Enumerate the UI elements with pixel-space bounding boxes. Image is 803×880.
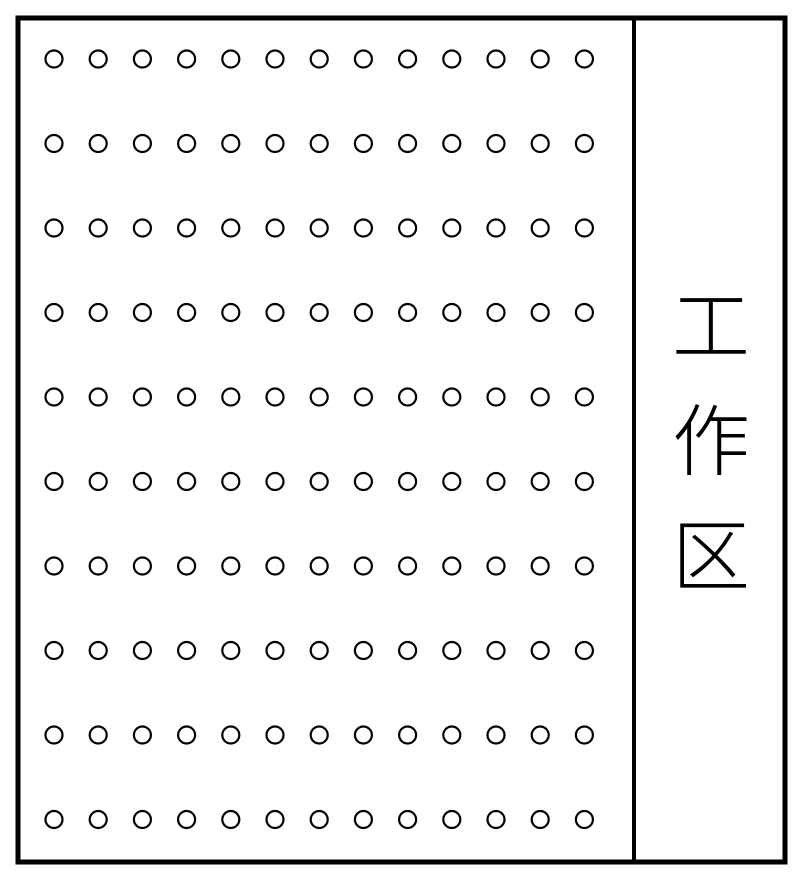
work-area-label-char: 区 [672,495,750,607]
diagram-canvas: 工作区 [0,0,803,880]
work-area-label-char: 工 [672,265,750,377]
work-area-label-char: 作 [672,380,750,492]
